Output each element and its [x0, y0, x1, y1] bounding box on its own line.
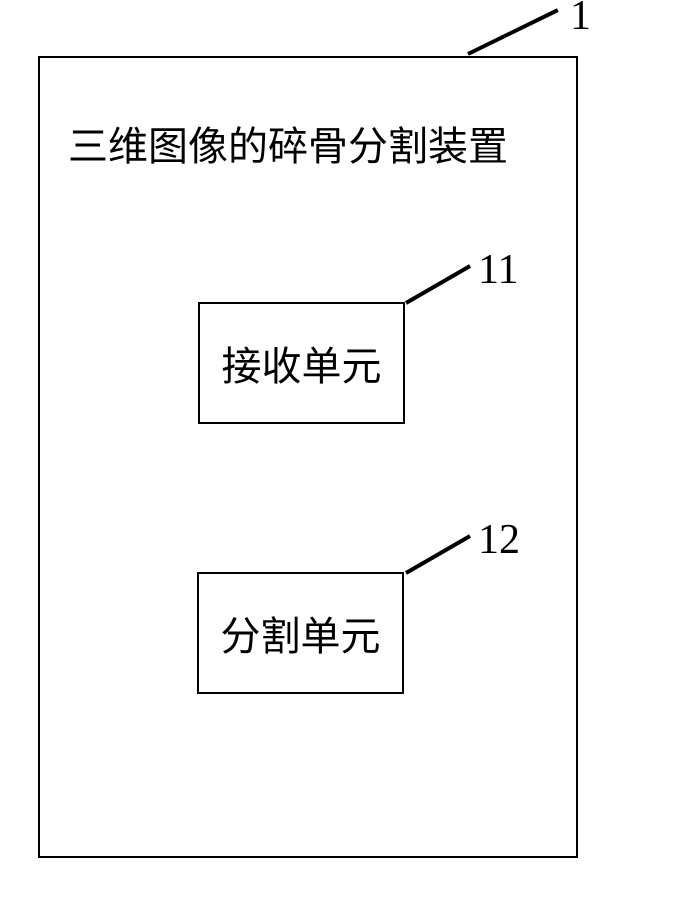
inner-box-label-1: 12 — [478, 516, 520, 564]
diagram-title: 三维图像的碎骨分割装置 — [68, 114, 508, 172]
inner-box-text-0: 接收单元 — [222, 334, 382, 392]
leader-line — [467, 8, 559, 56]
inner-box-text-1: 分割单元 — [221, 604, 381, 662]
inner-box-0: 接收单元 — [198, 302, 405, 424]
main-container-box — [38, 56, 578, 858]
inner-box-label-0: 11 — [478, 246, 518, 294]
main-box-label: 1 — [570, 0, 591, 40]
inner-box-1: 分割单元 — [197, 572, 404, 694]
